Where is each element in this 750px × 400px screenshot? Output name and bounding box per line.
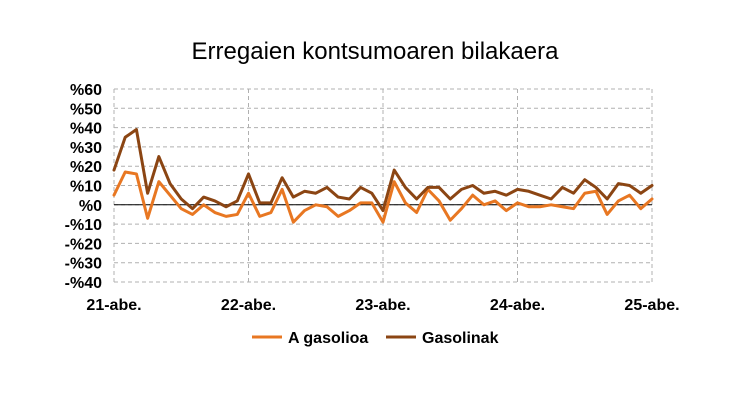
y-tick-label: %30 (70, 140, 102, 157)
x-tick-label: 21-abe. (86, 297, 141, 314)
x-tick-label: 22-abe. (221, 297, 276, 314)
y-tick-label: %10 (70, 179, 102, 196)
legend-label: Gasolinak (422, 330, 499, 347)
y-tick-label: -%20 (65, 236, 102, 253)
y-tick-label: -%40 (65, 275, 102, 292)
y-tick-label: %40 (70, 121, 102, 138)
chart-title: Erregaien kontsumoaren bilakaera (191, 38, 559, 65)
grid (113, 88, 653, 283)
x-tick-label: 23-abe. (355, 297, 410, 314)
y-tick-label: %0 (79, 198, 102, 215)
x-axis-ticks: 21-abe. 22-abe. 23-abe. 24-abe. 25-abe. (86, 297, 679, 314)
x-tick-label: 24-abe. (490, 297, 545, 314)
x-tick-label: 25-abe. (624, 297, 679, 314)
y-axis-ticks: %60 %50 %40 %30 %20 %10 %0 -%10 -%20 -%30 -%40 (65, 82, 102, 292)
y-tick-label: %60 (70, 82, 102, 99)
y-tick-label: %20 (70, 159, 102, 176)
series-lines (112, 128, 654, 224)
y-tick-label: -%10 (65, 217, 102, 234)
y-tick-label: %50 (70, 101, 102, 118)
series-line (112, 128, 654, 213)
legend: A gasolioa Gasolinak (252, 330, 499, 347)
legend-label: A gasolioa (288, 330, 368, 347)
series-line (112, 170, 654, 224)
y-tick-label: -%30 (65, 256, 102, 273)
